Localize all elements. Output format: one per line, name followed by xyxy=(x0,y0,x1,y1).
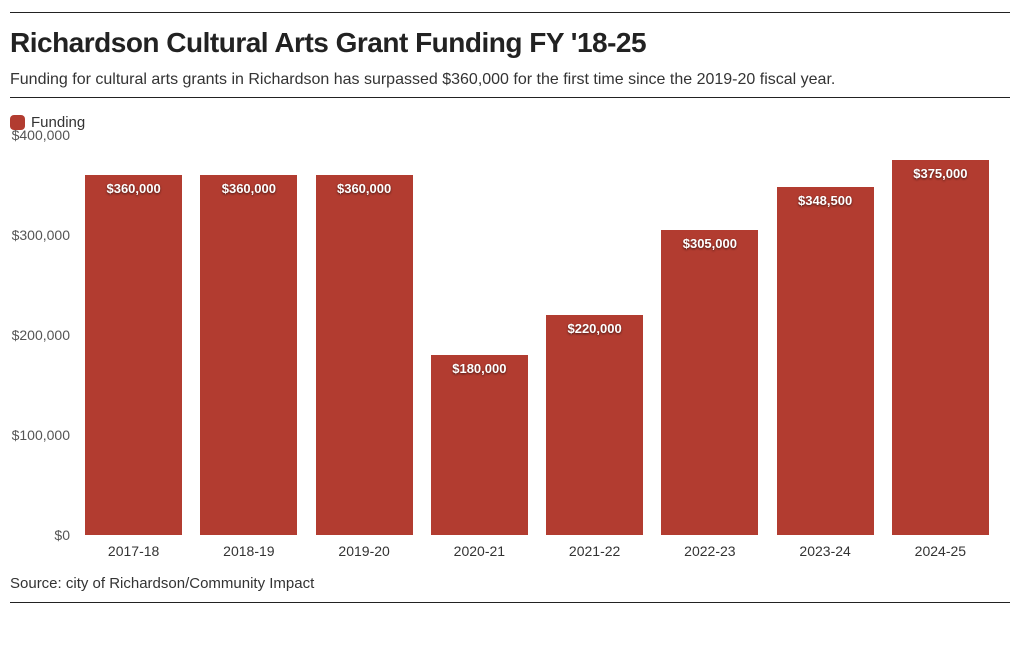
bar: $360,000 xyxy=(85,175,182,535)
bar: $360,000 xyxy=(316,175,413,535)
bar: $348,500 xyxy=(777,187,874,536)
bar: $305,000 xyxy=(661,230,758,535)
y-tick: $400,000 xyxy=(10,127,70,143)
x-tick: 2024-25 xyxy=(883,543,998,559)
bar-value-label: $180,000 xyxy=(452,361,506,376)
bar-value-label: $348,500 xyxy=(798,193,852,208)
x-tick: 2023-24 xyxy=(768,543,883,559)
bar-slot: $360,000 xyxy=(76,135,191,535)
bar-slot: $348,500 xyxy=(768,135,883,535)
bar-value-label: $375,000 xyxy=(913,166,967,181)
bar-slot: $220,000 xyxy=(537,135,652,535)
plot-area: $360,000 $360,000 $360,000 $180,000 $220,000… xyxy=(76,135,998,535)
bar-value-label: $360,000 xyxy=(337,181,391,196)
bar: $180,000 xyxy=(431,355,528,535)
x-tick: 2021-22 xyxy=(537,543,652,559)
x-tick: 2017-18 xyxy=(76,543,191,559)
chart-container: Richardson Cultural Arts Grant Funding F… xyxy=(10,12,1010,603)
y-tick: $200,000 xyxy=(10,327,70,343)
bar-slot: $360,000 xyxy=(191,135,306,535)
bar-value-label: $360,000 xyxy=(106,181,160,196)
bar: $360,000 xyxy=(200,175,297,535)
bar-value-label: $360,000 xyxy=(222,181,276,196)
chart-source: Source: city of Richardson/Community Imp… xyxy=(10,575,1010,603)
bar-slot: $305,000 xyxy=(652,135,767,535)
chart-subtitle: Funding for cultural arts grants in Rich… xyxy=(10,71,1010,89)
y-tick: $300,000 xyxy=(10,227,70,243)
legend: Funding xyxy=(10,114,1010,131)
x-axis: 2017-182018-192019-202020-212021-222022-… xyxy=(76,543,998,559)
x-tick: 2020-21 xyxy=(422,543,537,559)
bar-slot: $180,000 xyxy=(422,135,537,535)
bars-group: $360,000 $360,000 $360,000 $180,000 $220,000… xyxy=(76,135,998,535)
bar-slot: $375,000 xyxy=(883,135,998,535)
bar: $220,000 xyxy=(546,315,643,535)
bar-value-label: $220,000 xyxy=(567,321,621,336)
x-tick: 2018-19 xyxy=(191,543,306,559)
y-tick: $0 xyxy=(10,527,70,543)
bar-slot: $360,000 xyxy=(307,135,422,535)
x-tick: 2022-23 xyxy=(652,543,767,559)
chart-title: Richardson Cultural Arts Grant Funding F… xyxy=(10,27,1010,59)
bar-value-label: $305,000 xyxy=(683,236,737,251)
chart-body: Funding $360,000 $360,000 $360,000 $180,000… xyxy=(10,97,1010,603)
y-tick: $100,000 xyxy=(10,427,70,443)
bar: $375,000 xyxy=(892,160,989,535)
x-tick: 2019-20 xyxy=(307,543,422,559)
